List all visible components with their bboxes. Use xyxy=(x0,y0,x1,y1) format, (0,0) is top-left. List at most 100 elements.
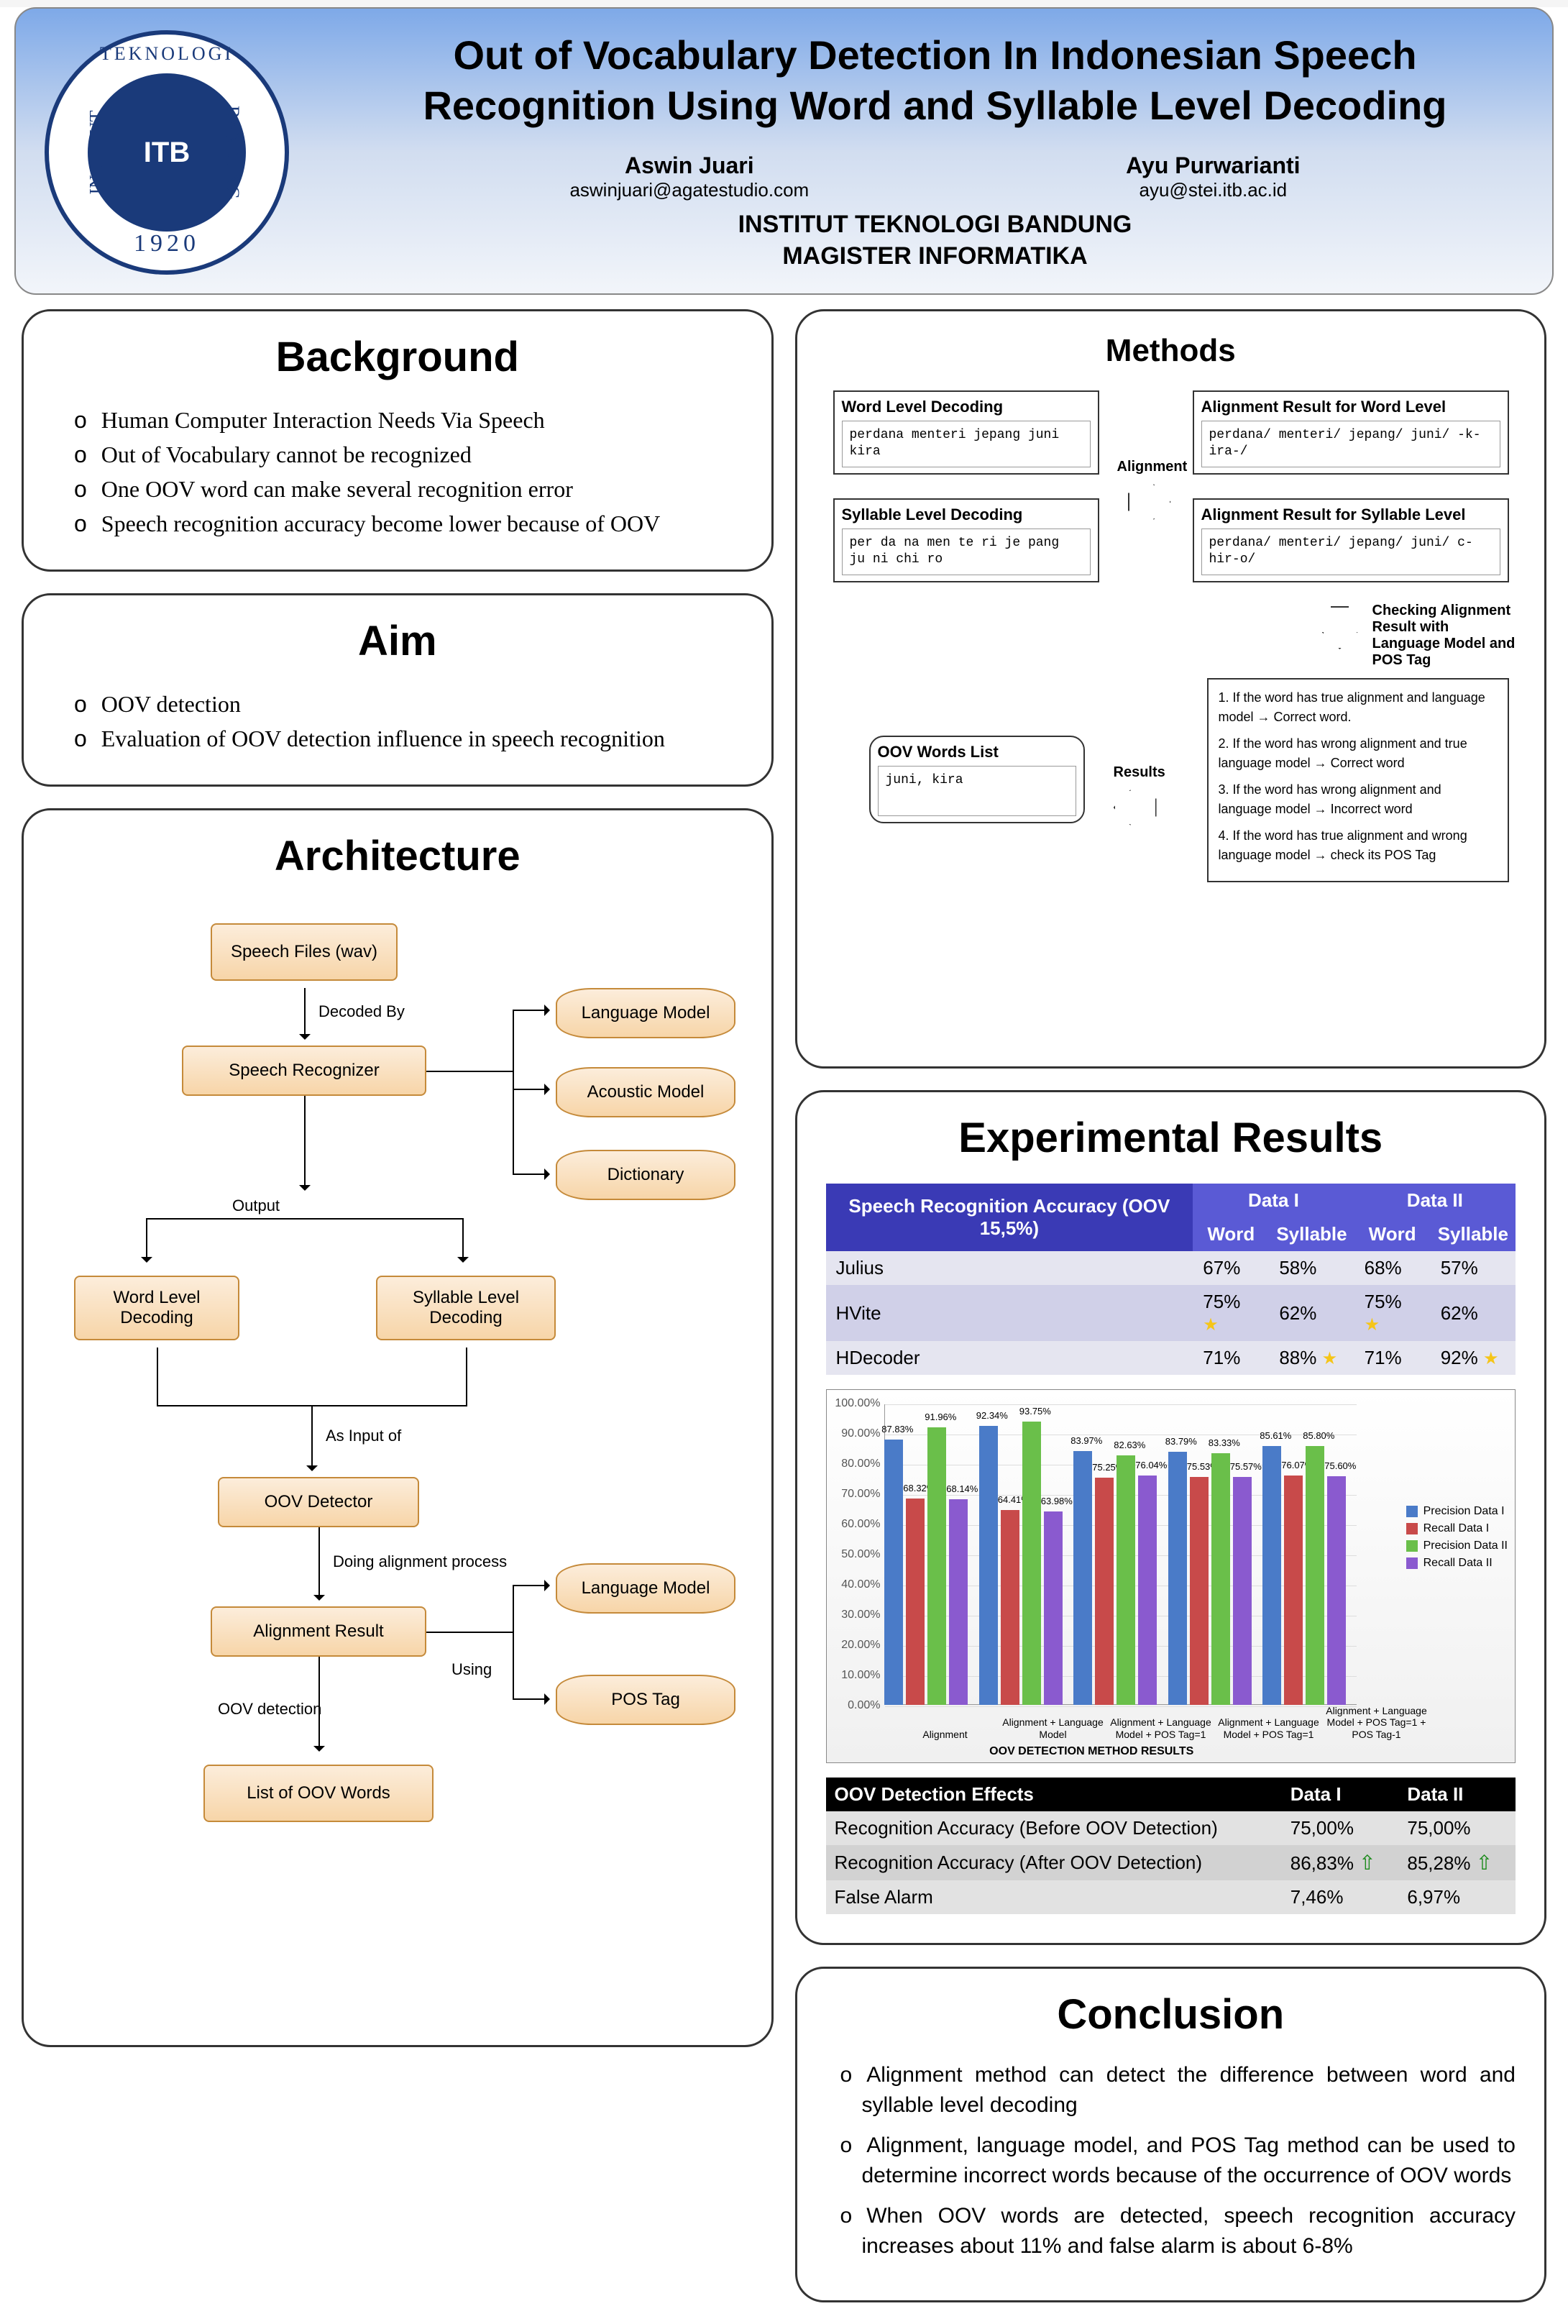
acc-table-group: Data II xyxy=(1354,1184,1516,1217)
acc-cell: 58% xyxy=(1269,1251,1354,1285)
acc-table-subcol: Word xyxy=(1193,1217,1269,1251)
chart-ytick: 90.00% xyxy=(827,1427,881,1440)
effects-cell: 7,46% xyxy=(1282,1880,1399,1914)
chart-ytick: 70.00% xyxy=(827,1488,881,1501)
acc-row-label: HDecoder xyxy=(826,1341,1193,1375)
chart-bar: 75.53% xyxy=(1190,1477,1209,1705)
acc-cell: 92% ★ xyxy=(1431,1341,1516,1375)
arch-language-model-2: Language Model xyxy=(556,1563,735,1614)
acc-cell: 71% xyxy=(1193,1341,1269,1375)
aim-list: OOV detection Evaluation of OOV detectio… xyxy=(52,687,743,756)
results-heading: Experimental Results xyxy=(826,1114,1516,1162)
chart-bar-value: 64.41% xyxy=(998,1494,1024,1505)
results-chart: 87.83%68.32%91.96%68.14%92.34%64.41%93.7… xyxy=(826,1389,1516,1763)
chart-bar: 85.80% xyxy=(1306,1446,1324,1705)
effects-header: Data I xyxy=(1282,1778,1399,1811)
chart-bar-group: 83.79%75.53%83.33%75.57% xyxy=(1168,1452,1262,1705)
methods-oov-list-label: OOV Words List xyxy=(878,743,1076,761)
arch-as-input-label: As Input of xyxy=(326,1427,401,1445)
effects-row: Recognition Accuracy (Before OOV Detecti… xyxy=(826,1811,1516,1845)
chart-bar: 82.63% xyxy=(1117,1455,1135,1705)
acc-cell: 71% xyxy=(1354,1341,1431,1375)
chart-xlabel: Alignment + Language Model + POS Tag=1 +… xyxy=(1323,1705,1431,1741)
effects-row: Recognition Accuracy (After OOV Detectio… xyxy=(826,1845,1516,1880)
chart-bar: 68.14% xyxy=(949,1499,968,1705)
acc-table-row: Julius67%58%68%57% xyxy=(826,1251,1516,1285)
logo-left-text: INSTITUT xyxy=(86,111,107,195)
chart-legend-item: Recall Data II xyxy=(1406,1557,1508,1570)
chart-bar-group: 87.83%68.32%91.96%68.14% xyxy=(884,1427,978,1705)
chart-bar-value: 92.34% xyxy=(976,1410,1002,1421)
arch-using-label: Using xyxy=(451,1660,492,1679)
arch-oov-detection-label: OOV detection xyxy=(218,1700,321,1719)
acc-table-subcol: Word xyxy=(1354,1217,1431,1251)
chart-ytick: 80.00% xyxy=(827,1458,881,1470)
results-panel: Experimental Results Speech Recognition … xyxy=(795,1090,1547,1945)
methods-heading: Methods xyxy=(826,333,1516,369)
conclusion-item: Alignment method can detect the differen… xyxy=(840,2060,1516,2121)
acc-cell: 62% xyxy=(1269,1285,1354,1341)
chart-legend-item: Recall Data I xyxy=(1406,1522,1508,1535)
chart-bar: 91.96% xyxy=(927,1427,946,1705)
acc-row-label: Julius xyxy=(826,1251,1193,1285)
acc-cell: 88% ★ xyxy=(1269,1341,1354,1375)
methods-align-word-text: perdana/ menteri/ jepang/ juni/ -k-ira-/ xyxy=(1201,421,1500,467)
chart-bar: 64.41% xyxy=(1001,1510,1019,1705)
arch-doing-align-label: Doing alignment process xyxy=(333,1552,507,1571)
methods-oov-list-text: juni, kira xyxy=(878,766,1076,816)
aim-panel: Aim OOV detection Evaluation of OOV dete… xyxy=(22,593,774,787)
effects-cell: 86,83% ⇧ xyxy=(1282,1845,1399,1880)
header: TEKNOLOGI INSTITUT BANDUNG ITB 1920 Out … xyxy=(14,7,1554,295)
chart-bar-group: 85.61%76.07%85.80%75.60% xyxy=(1262,1446,1356,1705)
background-item: Out of Vocabulary cannot be recognized xyxy=(74,437,743,472)
methods-align-word-label: Alignment Result for Word Level xyxy=(1201,398,1500,416)
background-panel: Background Human Computer Interaction Ne… xyxy=(22,309,774,572)
chart-ytick: 30.00% xyxy=(827,1609,881,1621)
arrow-down-icon xyxy=(1322,606,1358,649)
background-heading: Background xyxy=(52,333,743,381)
conclusion-list: Alignment method can detect the differen… xyxy=(826,2060,1516,2261)
arch-language-model: Language Model xyxy=(556,988,735,1038)
methods-syllable-decoding-label: Syllable Level Decoding xyxy=(842,505,1091,524)
chart-bar-value: 83.33% xyxy=(1209,1437,1234,1448)
legend-label: Precision Data II xyxy=(1423,1540,1508,1552)
chart-bar: 76.07% xyxy=(1284,1476,1303,1705)
chart-ytick: 60.00% xyxy=(827,1518,881,1531)
author-1: Aswin Juari aswinjuari@agatestudio.com xyxy=(569,152,809,201)
conclusion-panel: Conclusion Alignment method can detect t… xyxy=(795,1967,1547,2302)
chart-bar-value: 76.07% xyxy=(1281,1460,1307,1470)
chart-bar-value: 75.57% xyxy=(1230,1461,1256,1472)
acc-cell: 75% ★ xyxy=(1354,1285,1431,1341)
architecture-diagram: Speech Files (wav) Decoded By Speech Rec… xyxy=(52,902,743,2016)
chart-bar-group: 92.34%64.41%93.75%63.98% xyxy=(979,1422,1073,1705)
methods-syllable-decoding-box: Syllable Level Decoding per da na men te… xyxy=(833,498,1099,582)
effects-label: False Alarm xyxy=(826,1880,1282,1914)
authors: Aswin Juari aswinjuari@agatestudio.com A… xyxy=(411,152,1459,201)
chart-bar-value: 91.96% xyxy=(925,1412,950,1422)
chart-bar-value: 75.60% xyxy=(1324,1460,1350,1471)
chart-bar-value: 82.63% xyxy=(1114,1440,1140,1450)
legend-label: Recall Data I xyxy=(1423,1522,1490,1535)
arch-decoded-by-label: Decoded By xyxy=(318,1002,405,1021)
effects-header: Data II xyxy=(1398,1778,1516,1811)
arch-alignment-result: Alignment Result xyxy=(211,1606,426,1657)
chart-bar-value: 68.32% xyxy=(903,1483,929,1493)
effects-label: Recognition Accuracy (Before OOV Detecti… xyxy=(826,1811,1282,1845)
chart-ytick: 40.00% xyxy=(827,1578,881,1591)
acc-row-label: HVite xyxy=(826,1285,1193,1341)
up-arrow-icon: ⇧ xyxy=(1476,1852,1493,1874)
chart-bar-value: 85.80% xyxy=(1303,1430,1329,1441)
arch-oov-detector: OOV Detector xyxy=(218,1477,419,1527)
chart-bar-group: 83.97%75.25%82.63%76.04% xyxy=(1073,1451,1167,1705)
star-icon: ★ xyxy=(1203,1315,1219,1335)
methods-alignment-label: Alignment xyxy=(1117,459,1188,475)
background-item: One OOV word can make several recognitio… xyxy=(74,472,743,506)
chart-bar: 83.33% xyxy=(1211,1453,1230,1705)
acc-cell: 67% xyxy=(1193,1251,1269,1285)
methods-check-label: Checking Alignment Result with Language … xyxy=(1372,603,1516,669)
effects-label: Recognition Accuracy (After OOV Detectio… xyxy=(826,1845,1282,1880)
chart-bar: 92.34% xyxy=(979,1426,998,1705)
chart-ytick: 0.00% xyxy=(827,1699,881,1712)
arch-syllable-decoding: Syllable Level Decoding xyxy=(376,1276,556,1340)
author-2-name: Ayu Purwarianti xyxy=(1126,152,1300,179)
